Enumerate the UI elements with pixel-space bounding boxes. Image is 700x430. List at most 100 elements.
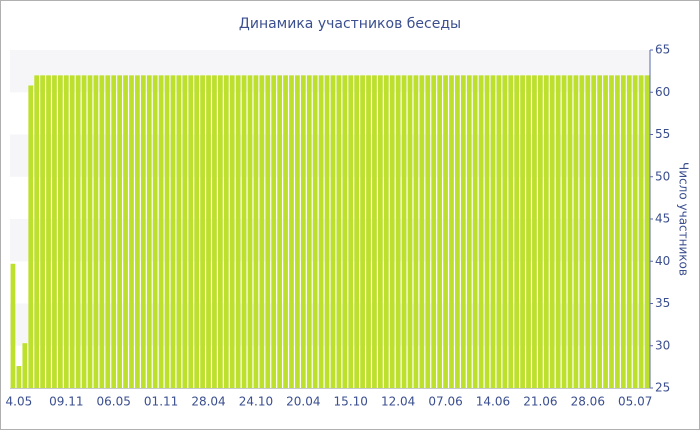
y-tick-label: 50: [655, 169, 670, 183]
bar: [401, 75, 407, 388]
bar: [117, 75, 122, 388]
bar: [312, 75, 318, 388]
bar: [16, 366, 22, 388]
bar: [502, 75, 508, 388]
bar: [34, 75, 40, 388]
bar: [46, 75, 51, 388]
bar: [478, 75, 484, 388]
bar: [425, 75, 431, 388]
bar: [597, 75, 602, 388]
bar: [40, 75, 45, 388]
bar: [140, 75, 146, 388]
bar: [360, 75, 365, 388]
bar: [22, 343, 28, 388]
bar: [93, 75, 99, 388]
x-tick-label: 09.11: [49, 395, 83, 409]
bar: [443, 75, 448, 388]
bar: [460, 75, 466, 388]
bar: [615, 75, 620, 388]
bar: [194, 75, 200, 388]
bar: [318, 75, 324, 388]
bar: [567, 75, 573, 388]
bar: [472, 75, 478, 388]
x-tick-label: 20.04: [286, 395, 320, 409]
x-tick-label: 01.11: [144, 395, 178, 409]
bar: [585, 75, 591, 388]
bar: [135, 75, 140, 388]
bar: [573, 75, 579, 388]
grid-band: [10, 134, 650, 177]
bar: [496, 75, 502, 388]
bar: [354, 75, 360, 388]
bar: [395, 75, 401, 388]
bar: [247, 75, 253, 388]
grid-band: [10, 50, 650, 93]
bar: [218, 75, 223, 388]
bar: [283, 75, 288, 388]
bar: [383, 75, 389, 388]
bar: [413, 75, 419, 388]
bar: [514, 75, 520, 388]
bar: [366, 75, 371, 388]
x-tick-label: 15.10: [334, 395, 368, 409]
bar: [223, 75, 229, 388]
bar: [455, 75, 460, 388]
bar: [229, 75, 235, 388]
bar: [87, 75, 93, 388]
chart-title: Динамика участников беседы: [239, 16, 461, 32]
bar: [644, 75, 650, 388]
bar: [182, 75, 188, 388]
bar: [164, 75, 170, 388]
bar: [555, 75, 561, 388]
x-tick-label: 21.06: [523, 395, 557, 409]
grid-band: [10, 303, 650, 346]
bar: [300, 75, 306, 388]
bar: [419, 75, 425, 388]
bar: [253, 75, 259, 388]
bar: [437, 75, 442, 388]
bar: [632, 75, 638, 388]
bar: [324, 75, 330, 388]
bar: [99, 75, 105, 388]
x-tick-label: 28.04: [191, 395, 225, 409]
y-axis-label: Число участников: [677, 162, 691, 276]
bar: [259, 75, 265, 388]
bar: [111, 75, 117, 388]
bar: [200, 75, 205, 388]
bar: [508, 75, 514, 388]
bar: [348, 75, 354, 388]
bar: [378, 75, 383, 388]
bar: [466, 75, 472, 388]
y-tick-label: 35: [655, 296, 670, 310]
bar: [188, 75, 194, 388]
bar: [271, 75, 277, 388]
y-tick-label: 45: [655, 212, 670, 226]
bar: [105, 75, 111, 388]
bar: [538, 75, 543, 388]
bar: [561, 75, 567, 388]
bar: [123, 75, 128, 388]
bar: [28, 85, 34, 389]
bar: [372, 75, 377, 388]
bar: [129, 75, 134, 388]
y-tick-label: 55: [655, 127, 670, 141]
x-tick-label: 05.07: [618, 395, 652, 409]
x-tick-label: 14.06: [476, 395, 510, 409]
bar: [235, 75, 241, 388]
bar: [609, 75, 614, 388]
y-tick-label: 65: [655, 43, 670, 57]
bar: [342, 75, 348, 388]
bar: [389, 75, 395, 388]
bar: [549, 75, 555, 388]
bar: [69, 75, 75, 388]
bar: [146, 75, 152, 388]
x-tick-label: 12.04: [381, 395, 415, 409]
bar: [206, 75, 211, 388]
bar: [58, 75, 63, 388]
bar: [532, 75, 537, 388]
y-tick-label: 25: [655, 381, 670, 395]
bar: [10, 263, 16, 388]
bar: [295, 75, 300, 388]
bar: [158, 75, 164, 388]
